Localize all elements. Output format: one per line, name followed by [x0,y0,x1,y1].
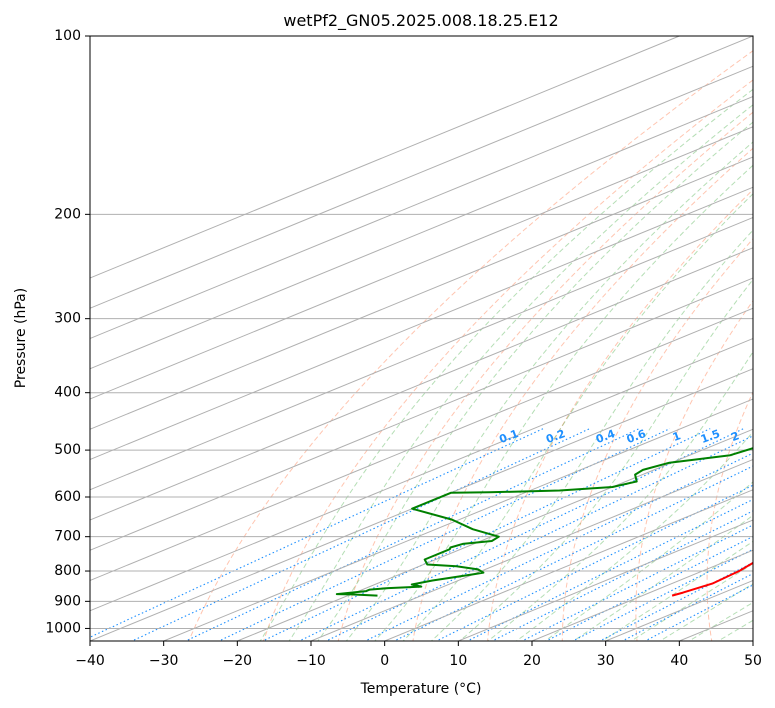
chart-title: wetPf2_GN05.2025.008.18.25.E12 [283,11,558,31]
x-tick-label: 20 [523,653,541,669]
mixing-ratio-label: 2 [729,429,741,444]
y-tick-label: 900 [54,593,81,609]
profile-series [335,447,753,597]
adiabat-labels: -100-90-80-70-60-50-40-30-20-10010203040… [497,427,741,446]
dewpoint-line [335,447,753,597]
plot-frame [89,35,754,642]
y-tick-label: 300 [54,311,81,327]
y-tick-label: 500 [54,442,81,458]
x-axis-ticks: −40 −30 −20 −10 0 10 20 30 40 50 [75,641,762,669]
x-tick-label: −30 [149,653,179,669]
y-tick-label: 1000 [45,620,81,636]
mixing-ratio-label: 1.5 [699,427,722,446]
isotherm-line [90,186,753,461]
y-tick-label: 600 [54,489,81,505]
mixing-ratio-label: 0.4 [594,427,617,446]
isotherm-line [310,458,753,641]
y-axis-ticks: 100 200 300 400 500 600 700 800 900 1000 [45,28,90,636]
mixing-ratio-label: 1 [671,429,683,444]
mixing-ratio-label: 0.2 [544,427,567,446]
isotherm-line [90,307,753,582]
mixing-ratio-line [545,535,753,641]
isotherm-line [90,368,753,641]
mixing-ratio-line [217,428,671,641]
x-tick-label: −10 [296,653,326,669]
isotherm-line [458,519,753,641]
y-axis-title: Pressure (hPa) [13,288,29,388]
moist-adiabat [515,430,753,641]
mixing-ratio-line [324,435,753,641]
dry-adiabat [188,50,753,641]
mixing-ratio-label: 0.6 [625,427,648,446]
x-tick-label: −40 [75,653,105,669]
x-axis-title: Temperature (°C) [360,681,482,697]
y-tick-label: 700 [54,529,81,545]
y-tick-label: 200 [54,206,81,222]
isotherm-line [90,65,753,340]
isotherm-line [163,398,753,641]
mixing-ratio-line [435,484,753,641]
x-tick-label: 10 [449,653,467,669]
mixing-ratio-line [130,428,590,641]
x-tick-label: 0 [380,653,389,669]
x-tick-label: 50 [744,653,762,669]
y-tick-label: 100 [54,28,81,44]
moist-adiabat [345,141,753,641]
x-tick-label: −20 [223,653,253,669]
isotherm-line [90,36,753,309]
mixing-ratio-line [364,452,753,641]
mixing-ratio-line [90,428,544,638]
mixing-ratio-line [491,510,753,641]
isotherm-line [90,216,753,491]
isotherm-line [90,277,753,551]
y-tick-label: 800 [54,563,81,579]
x-tick-label: 40 [670,653,688,669]
moist-adiabat [374,164,753,641]
x-tick-label: 30 [597,653,615,669]
isotherm-line [90,247,753,521]
y-tick-label: 400 [54,385,81,401]
pressure-gridlines [90,36,753,629]
mixing-ratio-line [520,524,753,641]
isotherm-line [90,126,753,400]
isotherm-line [90,95,753,370]
mixing-ratio-line [184,428,640,641]
mixing-ratio-label: 0.1 [497,427,520,446]
mixing-ratio-line [571,548,753,641]
isotherm-line [237,428,753,641]
isotherm-line [384,489,753,641]
isotherm-line [90,156,753,430]
isotherm-line [90,36,680,279]
